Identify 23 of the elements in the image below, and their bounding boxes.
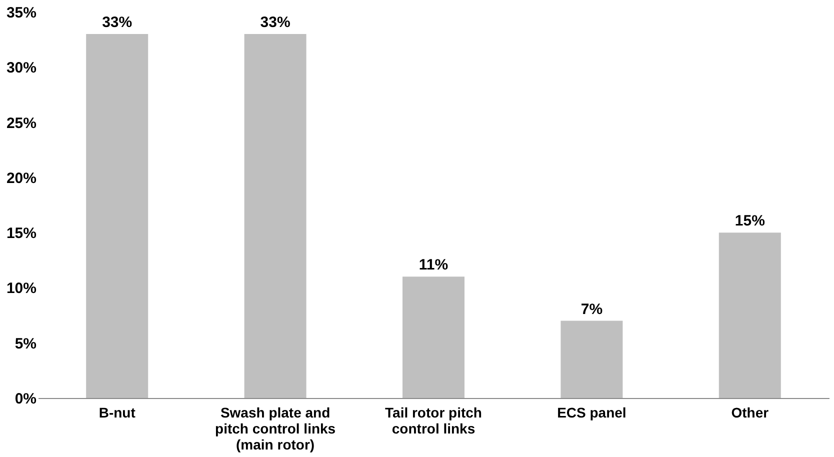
data-label: 33% — [102, 14, 132, 32]
data-label: 7% — [580, 300, 603, 318]
x-tick-label: Swash plate and pitch control links (main rotor) — [215, 404, 336, 452]
y-tick-label: 10% — [6, 280, 36, 298]
data-label: 15% — [734, 212, 765, 230]
y-tick-label: 30% — [6, 60, 36, 77]
y-tick-label: 20% — [6, 170, 36, 187]
x-tick-label: Other — [731, 404, 770, 420]
x-tick-label: Tail rotor pitch control links — [385, 404, 482, 436]
bar — [718, 232, 781, 398]
bar — [560, 320, 623, 398]
y-tick-label: 35% — [6, 4, 36, 22]
data-label: 11% — [418, 256, 448, 274]
y-tick-label: 25% — [6, 114, 36, 132]
x-tick-label: ECS panel — [557, 404, 626, 420]
y-tick-label: 5% — [14, 335, 36, 352]
bar — [86, 34, 148, 398]
y-tick-label: 15% — [6, 225, 36, 242]
x-tick-label: B-nut — [98, 404, 136, 420]
bar — [244, 34, 306, 398]
bar — [402, 276, 464, 398]
y-tick-label: 0% — [14, 390, 36, 408]
data-label: 33% — [260, 14, 290, 32]
